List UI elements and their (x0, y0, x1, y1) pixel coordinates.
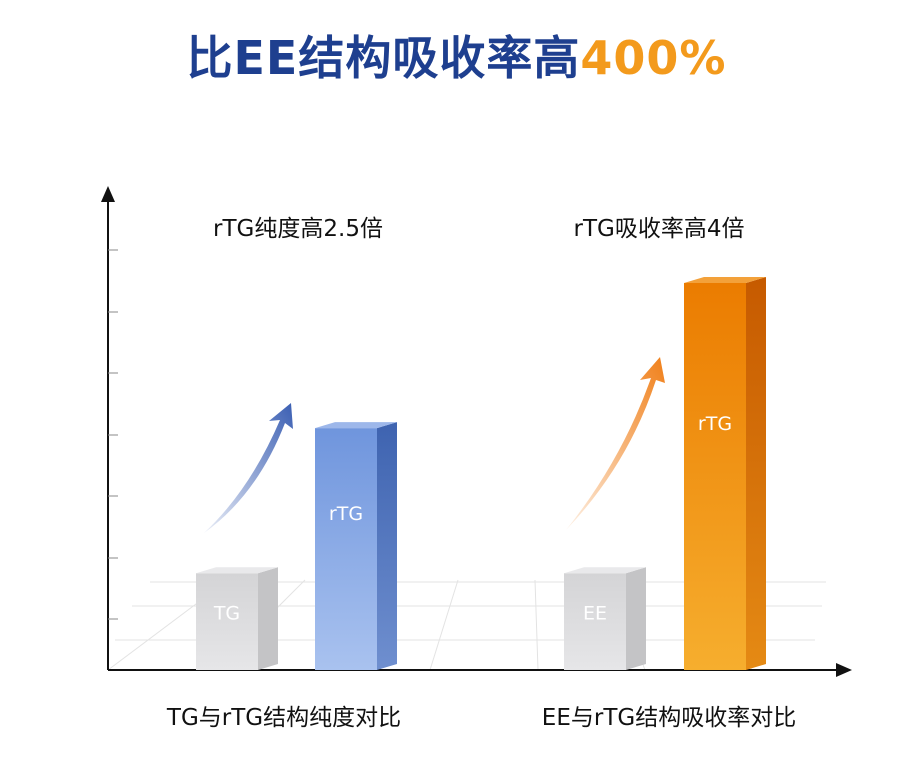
bar-rtg-group-1: rTG (315, 422, 397, 670)
bar-top (564, 567, 646, 574)
group-2-title: rTG吸收率高4倍 (574, 216, 745, 242)
bar-front (564, 573, 626, 670)
bar-front (315, 428, 377, 670)
group-1-xlabel: TG与rTG结构纯度对比 (166, 705, 401, 731)
bar-side (746, 277, 766, 670)
headline-accent: 400% (580, 31, 727, 85)
bar-side (258, 567, 278, 670)
group-2-xlabel: EE与rTG结构吸收率对比 (542, 705, 796, 731)
bar-label: EE (583, 603, 607, 625)
bar-rtg-group-2: rTG (684, 277, 766, 670)
bar-tg-group-1: TG (196, 567, 278, 670)
bar-label: rTG (698, 413, 732, 435)
bar-side (626, 567, 646, 670)
blue-growth-arrow (204, 403, 293, 533)
x-axis-arrowhead (836, 663, 852, 677)
bars-layer: TG rTG EE rTG (196, 277, 766, 670)
headline-main: 比EE结构吸收率高 (186, 31, 581, 85)
bar-label: rTG (329, 503, 363, 525)
bar-side (377, 422, 397, 670)
bar-top (196, 567, 278, 574)
y-axis-arrowhead (101, 186, 115, 202)
bar-top (684, 277, 766, 283)
bar-ee-group-2: EE (564, 567, 646, 670)
bar-front (684, 283, 746, 670)
group-1-title: rTG纯度高2.5倍 (213, 216, 383, 242)
bar-front (196, 573, 258, 670)
page-headline: 比EE结构吸收率高400% (0, 22, 913, 88)
bar-top (315, 422, 397, 429)
bar-label: TG (213, 603, 240, 625)
orange-growth-arrow (566, 357, 665, 530)
